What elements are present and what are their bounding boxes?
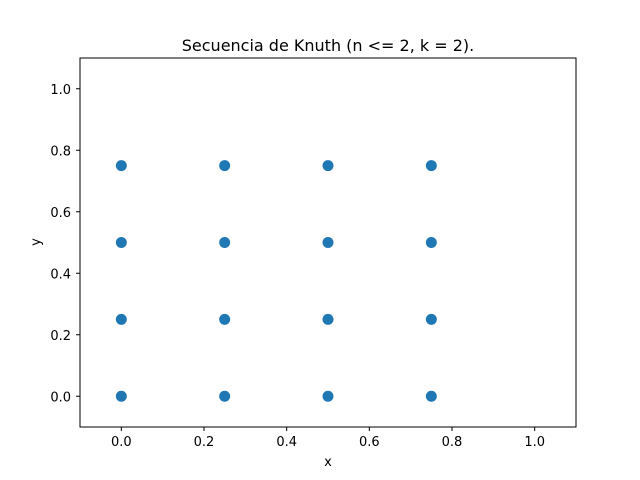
- y-axis-label: y: [29, 238, 44, 246]
- axis-ticks: 0.0 0.2 0.4 0.6 0.8 1.0 0.0 0.2 0.4 0.6 0.8 1.0: [50, 83, 545, 450]
- scatter-point: [425, 237, 437, 248]
- scatter-point: [425, 313, 437, 325]
- chart-title: Secuencia de Knuth (n <= 2, k = 2).: [182, 36, 474, 55]
- scatter-point: [219, 313, 231, 325]
- x-tick-label: 0.2: [194, 435, 215, 450]
- scatter-point: [115, 313, 127, 325]
- y-tick-label: 0.2: [50, 329, 71, 344]
- scatter-point: [322, 160, 334, 172]
- scatter-point: [219, 390, 231, 402]
- x-tick-label: 0.4: [276, 435, 297, 450]
- y-tick-label: 0.6: [50, 206, 71, 221]
- scatter-point: [322, 390, 334, 402]
- scatter-point: [425, 160, 437, 172]
- x-tick-label: 0.6: [359, 435, 380, 450]
- y-tick-label: 0.0: [50, 390, 71, 405]
- scatter-point: [219, 237, 231, 248]
- x-tick-label: 0.8: [442, 435, 463, 450]
- data-points: [115, 160, 437, 402]
- x-axis-label: x: [324, 455, 332, 470]
- scatter-point: [115, 237, 127, 248]
- y-tick-label: 1.0: [50, 83, 71, 98]
- scatter-point: [115, 160, 127, 172]
- scatter-point: [425, 390, 437, 402]
- plot-area-frame: [79, 57, 577, 428]
- y-tick-label: 0.8: [50, 144, 71, 159]
- scatter-point: [322, 313, 334, 325]
- x-tick-label: 1.0: [524, 435, 545, 450]
- scatter-point: [322, 237, 334, 248]
- y-tick-label: 0.4: [50, 267, 71, 282]
- x-tick-label: 0.0: [111, 435, 132, 450]
- scatter-point: [219, 160, 231, 172]
- scatter-point: [115, 390, 127, 402]
